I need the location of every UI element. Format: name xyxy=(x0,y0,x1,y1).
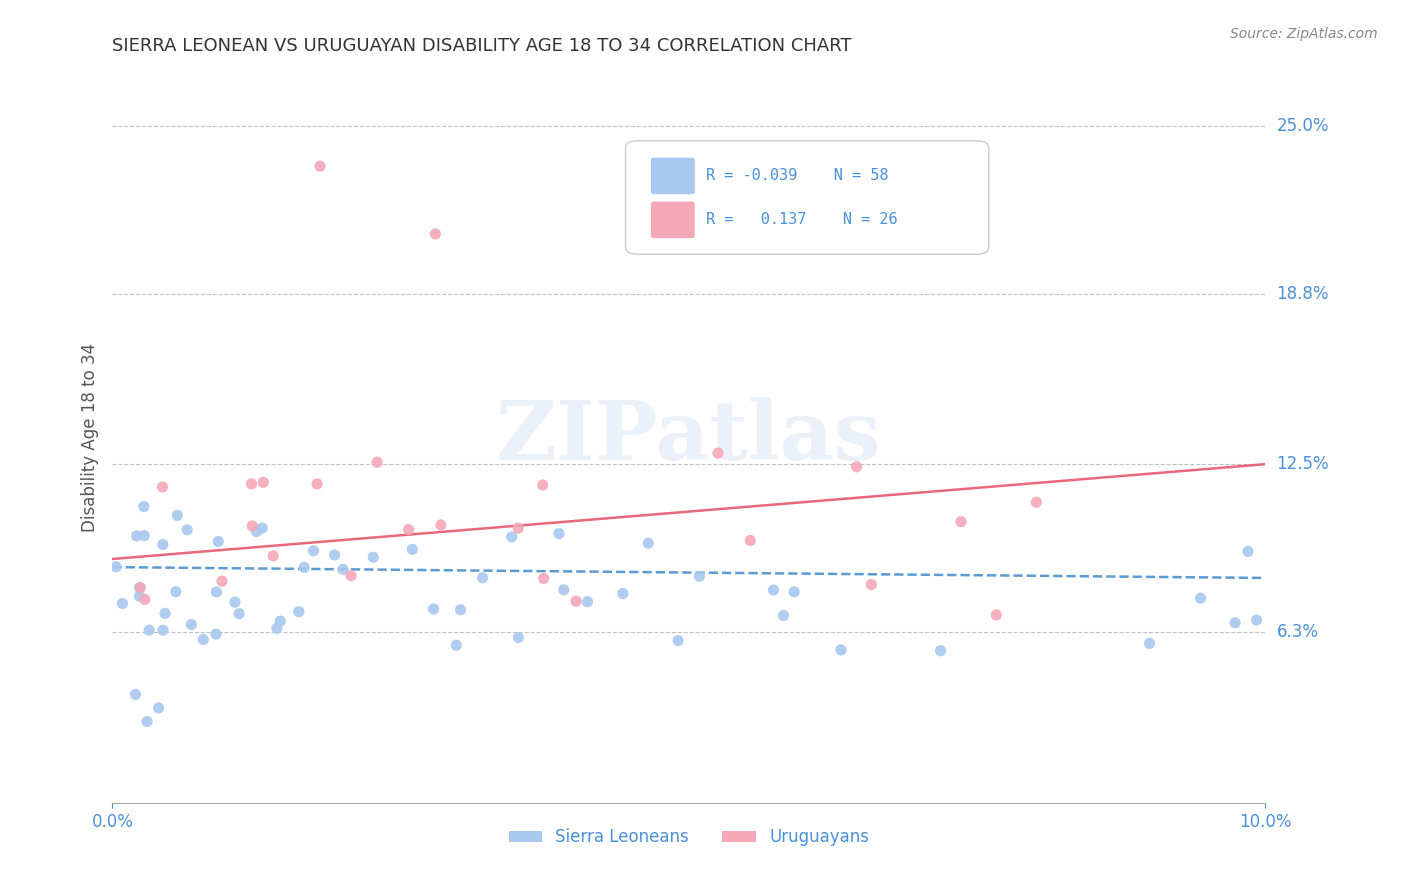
Text: ZIPatlas: ZIPatlas xyxy=(496,397,882,477)
Point xyxy=(240,519,263,533)
Point xyxy=(444,638,467,652)
Point xyxy=(166,508,188,523)
Point xyxy=(152,480,174,494)
Point xyxy=(1223,615,1246,630)
Point xyxy=(949,515,972,529)
Point xyxy=(134,592,156,607)
Text: R =   0.137    N = 26: R = 0.137 N = 26 xyxy=(706,212,898,227)
Point xyxy=(134,529,156,543)
Point xyxy=(228,607,250,621)
Point xyxy=(666,633,689,648)
Point xyxy=(450,603,472,617)
Point xyxy=(1237,544,1260,558)
Point xyxy=(366,455,388,469)
Point xyxy=(252,521,274,535)
Point xyxy=(262,549,284,563)
Point xyxy=(105,559,128,574)
Point xyxy=(565,594,588,608)
Point xyxy=(292,560,315,574)
Point xyxy=(132,500,155,514)
Point xyxy=(783,584,806,599)
Point xyxy=(207,534,229,549)
Point xyxy=(531,478,554,492)
Point xyxy=(152,624,174,638)
Point xyxy=(111,597,134,611)
Point xyxy=(422,602,444,616)
Point xyxy=(501,530,523,544)
Point xyxy=(307,477,329,491)
Point xyxy=(245,524,267,539)
Point xyxy=(176,523,198,537)
Point xyxy=(986,607,1008,622)
Point xyxy=(740,533,762,548)
Point xyxy=(830,643,852,657)
Text: SIERRA LEONEAN VS URUGUAYAN DISABILITY AGE 18 TO 34 CORRELATION CHART: SIERRA LEONEAN VS URUGUAYAN DISABILITY A… xyxy=(112,37,852,54)
Point xyxy=(124,688,146,702)
Point xyxy=(548,526,571,541)
Point xyxy=(398,523,420,537)
Point xyxy=(1246,613,1268,627)
Point xyxy=(148,701,170,715)
Point xyxy=(302,543,325,558)
FancyBboxPatch shape xyxy=(651,202,695,238)
Point xyxy=(128,581,150,595)
Point xyxy=(269,614,291,628)
Point xyxy=(332,562,354,576)
Point xyxy=(860,577,883,591)
Point xyxy=(205,585,228,599)
FancyBboxPatch shape xyxy=(651,158,695,194)
Point xyxy=(240,476,263,491)
Point xyxy=(266,621,288,635)
Point xyxy=(929,643,952,657)
Point xyxy=(508,521,530,535)
Point xyxy=(340,568,363,582)
Legend: Sierra Leoneans, Uruguayans: Sierra Leoneans, Uruguayans xyxy=(502,822,876,853)
Point xyxy=(508,631,530,645)
Text: 18.8%: 18.8% xyxy=(1277,285,1329,302)
Point xyxy=(576,595,599,609)
Point xyxy=(688,569,710,583)
Text: 12.5%: 12.5% xyxy=(1277,455,1329,473)
Text: 6.3%: 6.3% xyxy=(1277,624,1319,641)
FancyBboxPatch shape xyxy=(626,141,988,254)
Point xyxy=(425,227,447,241)
Point xyxy=(323,548,346,562)
Point xyxy=(128,589,150,603)
Point xyxy=(152,537,174,551)
Point xyxy=(136,714,159,729)
Point xyxy=(205,627,228,641)
Point xyxy=(553,582,575,597)
Point xyxy=(471,571,494,585)
Point xyxy=(288,605,311,619)
Point xyxy=(361,550,384,565)
Point xyxy=(401,542,423,557)
Point xyxy=(224,595,246,609)
Point xyxy=(772,608,794,623)
Point xyxy=(762,583,785,598)
Point xyxy=(125,529,148,543)
Point xyxy=(707,446,730,460)
Point xyxy=(252,475,274,490)
Text: 25.0%: 25.0% xyxy=(1277,117,1329,135)
Point xyxy=(612,586,634,600)
Y-axis label: Disability Age 18 to 34: Disability Age 18 to 34 xyxy=(80,343,98,532)
Point xyxy=(1025,495,1047,509)
Point xyxy=(193,632,215,647)
Text: Source: ZipAtlas.com: Source: ZipAtlas.com xyxy=(1230,27,1378,41)
Point xyxy=(845,459,868,474)
Point xyxy=(138,623,160,637)
Point xyxy=(430,518,453,533)
Point xyxy=(211,574,233,589)
Point xyxy=(153,607,176,621)
Point xyxy=(1189,591,1212,606)
Point xyxy=(637,536,659,550)
Point xyxy=(165,584,187,599)
Point xyxy=(309,159,332,173)
Point xyxy=(1139,636,1161,650)
Point xyxy=(129,581,152,595)
Point xyxy=(180,617,202,632)
Text: R = -0.039    N = 58: R = -0.039 N = 58 xyxy=(706,169,889,184)
Point xyxy=(533,572,555,586)
